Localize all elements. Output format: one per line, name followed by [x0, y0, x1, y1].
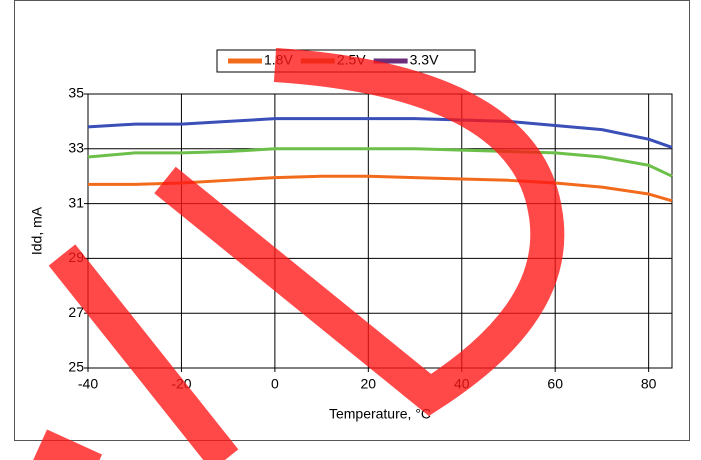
- legend-label: 3.3V: [410, 52, 439, 68]
- x-axis-label: Temperature, °C: [329, 406, 431, 422]
- watermark-stroke: [154, 48, 565, 416]
- watermark-stroke: [33, 429, 103, 460]
- y-tick-label: 33: [68, 140, 84, 156]
- y-tick-label: 25: [68, 359, 84, 375]
- y-tick-label: 27: [68, 304, 84, 320]
- series-line: [87, 117, 673, 149]
- plot-area: [87, 93, 673, 369]
- x-tick-label: 60: [547, 376, 563, 392]
- watermark: [33, 48, 565, 460]
- x-tick-label: 0: [271, 376, 279, 392]
- x-tick-label: 80: [641, 376, 657, 392]
- y-tick-label: 31: [68, 194, 84, 210]
- y-tick-label: 35: [68, 85, 84, 101]
- watermark-stroke: [48, 244, 239, 460]
- x-tick-label: 20: [361, 376, 377, 392]
- y-axis-label: Idd, mA: [29, 206, 45, 255]
- x-tick-label: -40: [78, 376, 98, 392]
- series-line: [87, 147, 673, 178]
